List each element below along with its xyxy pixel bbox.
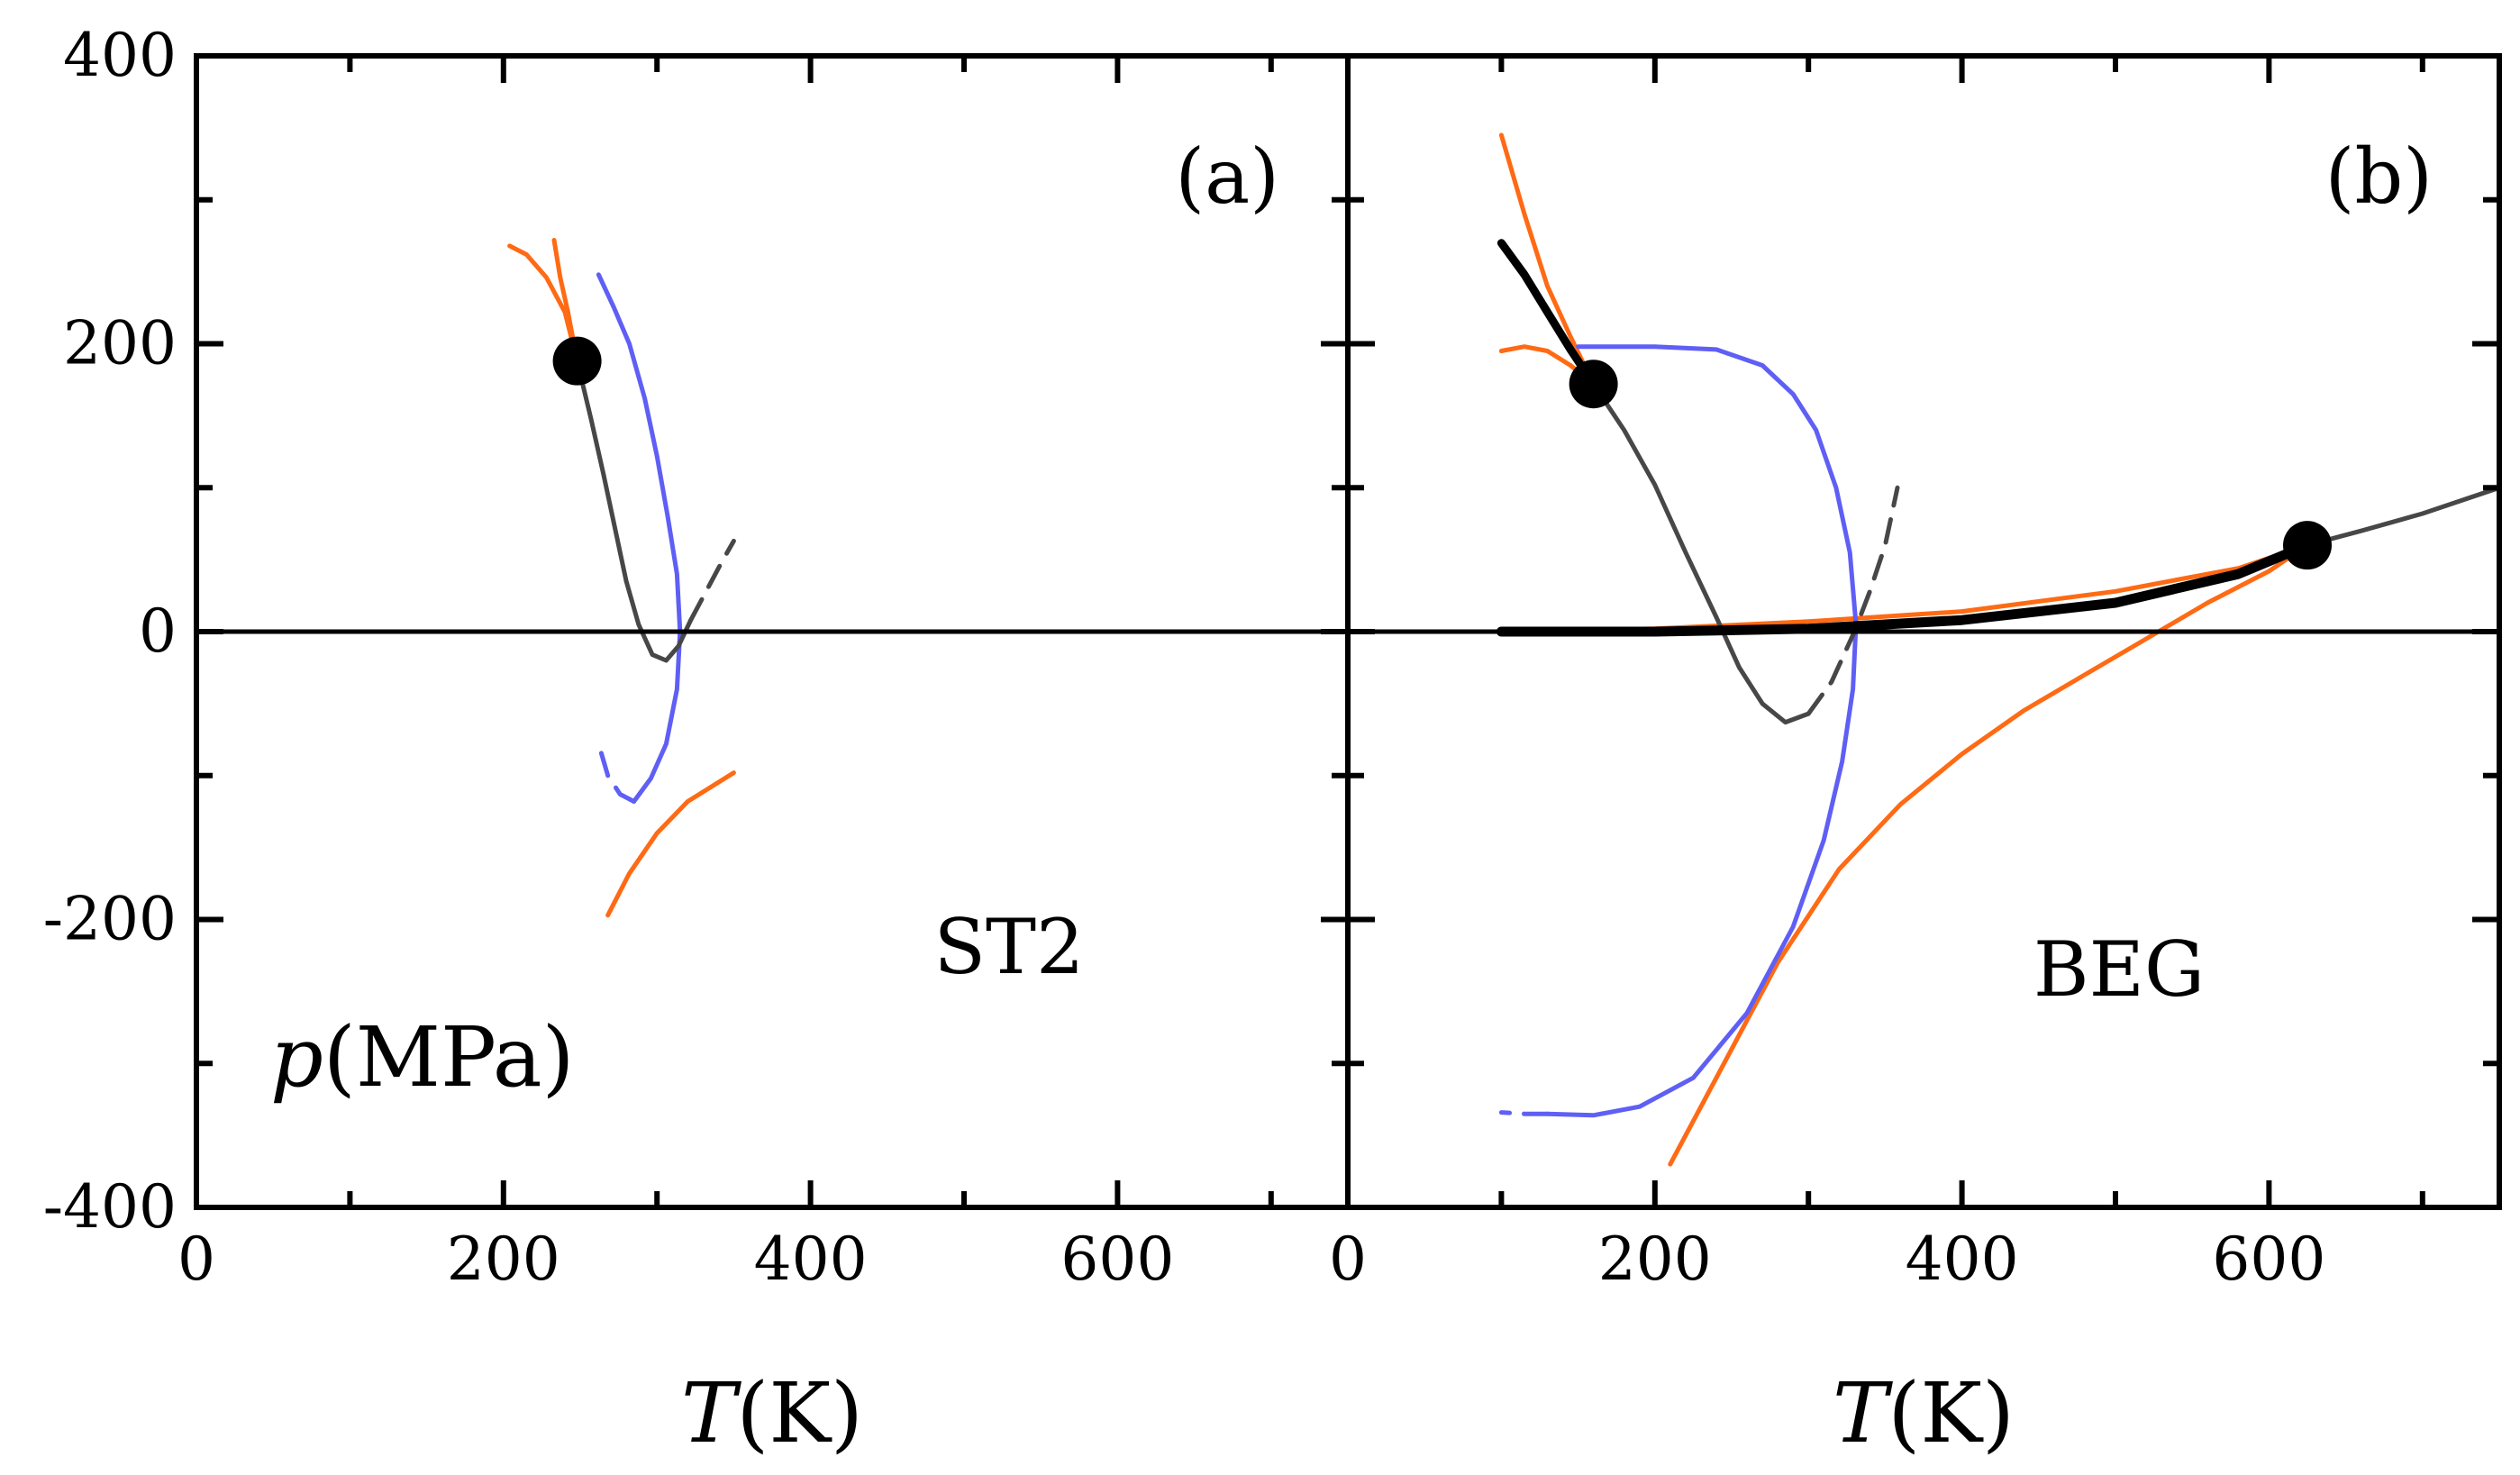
panel-a-y-tick-label-4: -400	[43, 1172, 177, 1242]
panel-b-series-9	[1497, 239, 1598, 388]
panel-b-x-axis-variable: T	[1833, 1365, 1893, 1461]
panel-b-x-tick-label-2: 400	[1906, 1225, 2019, 1294]
panel-a-series-1	[551, 238, 580, 364]
panel-a-series-4	[596, 742, 637, 804]
panel-a-series-6	[688, 538, 736, 623]
y-axis-title: p(MPa)	[270, 1009, 575, 1106]
panel-b-critical-point-0	[1569, 360, 1618, 409]
panel-a-x-tick-label-3: 600	[1060, 1225, 1174, 1294]
panel-b-x-tick-label-1: 200	[1598, 1225, 1712, 1294]
panel-a-label: (a)	[1175, 132, 1279, 221]
panel-b-series-5	[1498, 1110, 1550, 1116]
y-axis-variable: p	[270, 1009, 323, 1106]
panel-a-y-tick-label-3: -200	[43, 885, 177, 954]
panel-a-critical-point-0	[552, 336, 602, 386]
panel-a-series-5	[575, 359, 694, 663]
panel-b-series-10	[1496, 540, 2313, 637]
panel-a-y-tick-label-2: 0	[139, 596, 177, 666]
panel-b-series-7	[1806, 485, 1900, 716]
panel-b-series-4	[1545, 344, 1859, 1118]
panel-a-x-tick-label-0: 0	[177, 1225, 215, 1294]
panel-a-y-tick-label-0: 400	[63, 21, 177, 90]
panel-a-series-3	[596, 272, 683, 804]
panel-a-x-axis-title: T(K)	[681, 1365, 863, 1461]
panel-b-marker-group	[1569, 360, 2332, 570]
y-axis-unit: (MPa)	[323, 1009, 575, 1106]
panel-b-x-tick-label-3: 600	[2212, 1225, 2325, 1294]
panel-a-x-tick-label-2: 400	[754, 1225, 868, 1294]
panel-b-series-0	[1498, 132, 1597, 387]
panel-a-series-2	[605, 770, 736, 918]
panel-a-series-group	[196, 238, 1348, 918]
panel-b-series-group	[1348, 132, 2499, 1167]
panel-b-x-tick-label-0: 0	[1329, 1225, 1367, 1294]
panel-b-series-8	[2305, 485, 2499, 548]
panel-a-y-tick-label-1: 200	[63, 309, 177, 378]
panel-a-ticks	[196, 56, 1348, 1207]
panel-b-label: (b)	[2325, 132, 2433, 221]
panel-b-series-6	[1591, 381, 1811, 725]
panel-b-critical-point-1	[2283, 521, 2332, 570]
panel-a-model-label: ST2	[933, 903, 1084, 991]
panel-a: 0 200 400 600 400 200 0 -200 -400 (a) ST2 p(MPa)…	[43, 21, 1351, 1461]
panel-a-x-axis-unit: (K)	[736, 1365, 863, 1461]
panel-b-ticks	[1348, 56, 2499, 1207]
panel-b-x-axis-title: T(K)	[1833, 1365, 2015, 1461]
panel-b-model-label: BEG	[2033, 925, 2205, 1014]
panel-b-tick-labels: 0 200 400 600	[1329, 1225, 2325, 1294]
panel-a-tick-labels: 0 200 400 600 400 200 0 -200 -400	[43, 21, 1175, 1294]
panel-a-x-axis-variable: T	[681, 1365, 741, 1461]
panel-a-marker-group	[552, 336, 602, 386]
panel-b-series-3	[1668, 542, 2310, 1167]
panel-a-x-tick-label-1: 200	[447, 1225, 560, 1294]
panel-b-x-axis-unit: (K)	[1888, 1365, 2015, 1461]
panel-b: 0 200 400 600 (b) BEG T(K)	[1329, 53, 2502, 1461]
